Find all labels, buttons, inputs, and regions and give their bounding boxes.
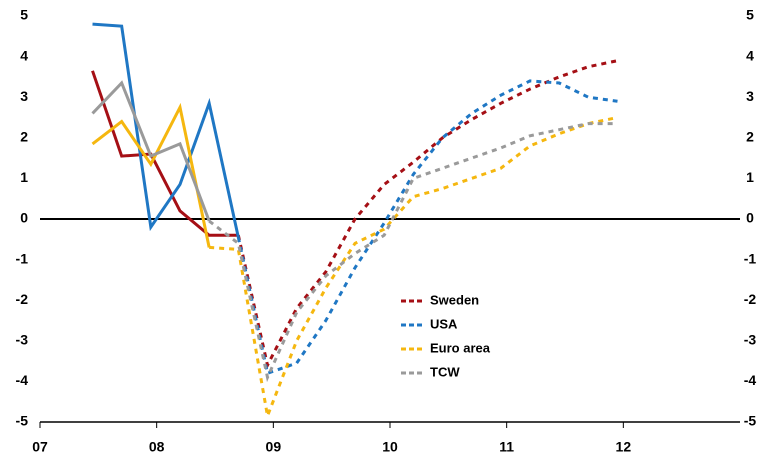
x-tick-label: 07 xyxy=(32,439,48,455)
legend-box xyxy=(385,287,510,385)
outcome-line xyxy=(92,22,240,238)
y2-tick-label: 0 xyxy=(746,210,754,226)
legend-label: TCW xyxy=(430,364,460,379)
x-tick-label: 10 xyxy=(382,439,398,455)
y2-tick-label: -2 xyxy=(744,291,757,307)
legend-label: USA xyxy=(430,316,458,331)
y2-tick-label: -5 xyxy=(744,413,757,429)
y-tick-label: 4 xyxy=(20,47,28,63)
y-tick-label: -2 xyxy=(16,291,29,307)
y2-tick-label: 2 xyxy=(746,129,754,145)
x-tick-label: 09 xyxy=(266,439,282,455)
forecast-line xyxy=(236,59,618,370)
x-tick-label: 08 xyxy=(149,439,165,455)
y-tick-label: 1 xyxy=(20,169,28,185)
legend-label: Sweden xyxy=(430,292,479,307)
y-tick-label: 3 xyxy=(20,88,28,104)
outcome-line xyxy=(91,80,211,222)
y-tick-label: -1 xyxy=(16,250,29,266)
y-tick-label: -3 xyxy=(16,332,29,348)
y2-tick-label: 3 xyxy=(746,88,754,104)
forecast-line xyxy=(208,122,618,383)
y-tick-label: 2 xyxy=(20,129,28,145)
outcome-line xyxy=(91,70,239,237)
y-tick-label: 5 xyxy=(20,7,28,23)
y-tick-label: -5 xyxy=(16,413,29,429)
legend-label: Euro area xyxy=(430,340,491,355)
x-tick-label: 11 xyxy=(499,439,514,455)
y2-tick-label: -4 xyxy=(744,372,757,388)
y2-tick-label: 1 xyxy=(746,169,754,185)
y2-tick-label: -1 xyxy=(744,250,757,266)
y2-tick-label: 4 xyxy=(746,47,754,63)
y-tick-label: 0 xyxy=(20,210,28,226)
y-tick-label: -4 xyxy=(16,372,29,388)
x-tick-label: 12 xyxy=(616,439,632,455)
legend: Sweden USA Euro area TCW xyxy=(385,287,510,385)
outcome-line xyxy=(91,102,211,248)
y2-tick-label: -3 xyxy=(744,332,757,348)
y2-tick-label: 5 xyxy=(746,7,754,23)
